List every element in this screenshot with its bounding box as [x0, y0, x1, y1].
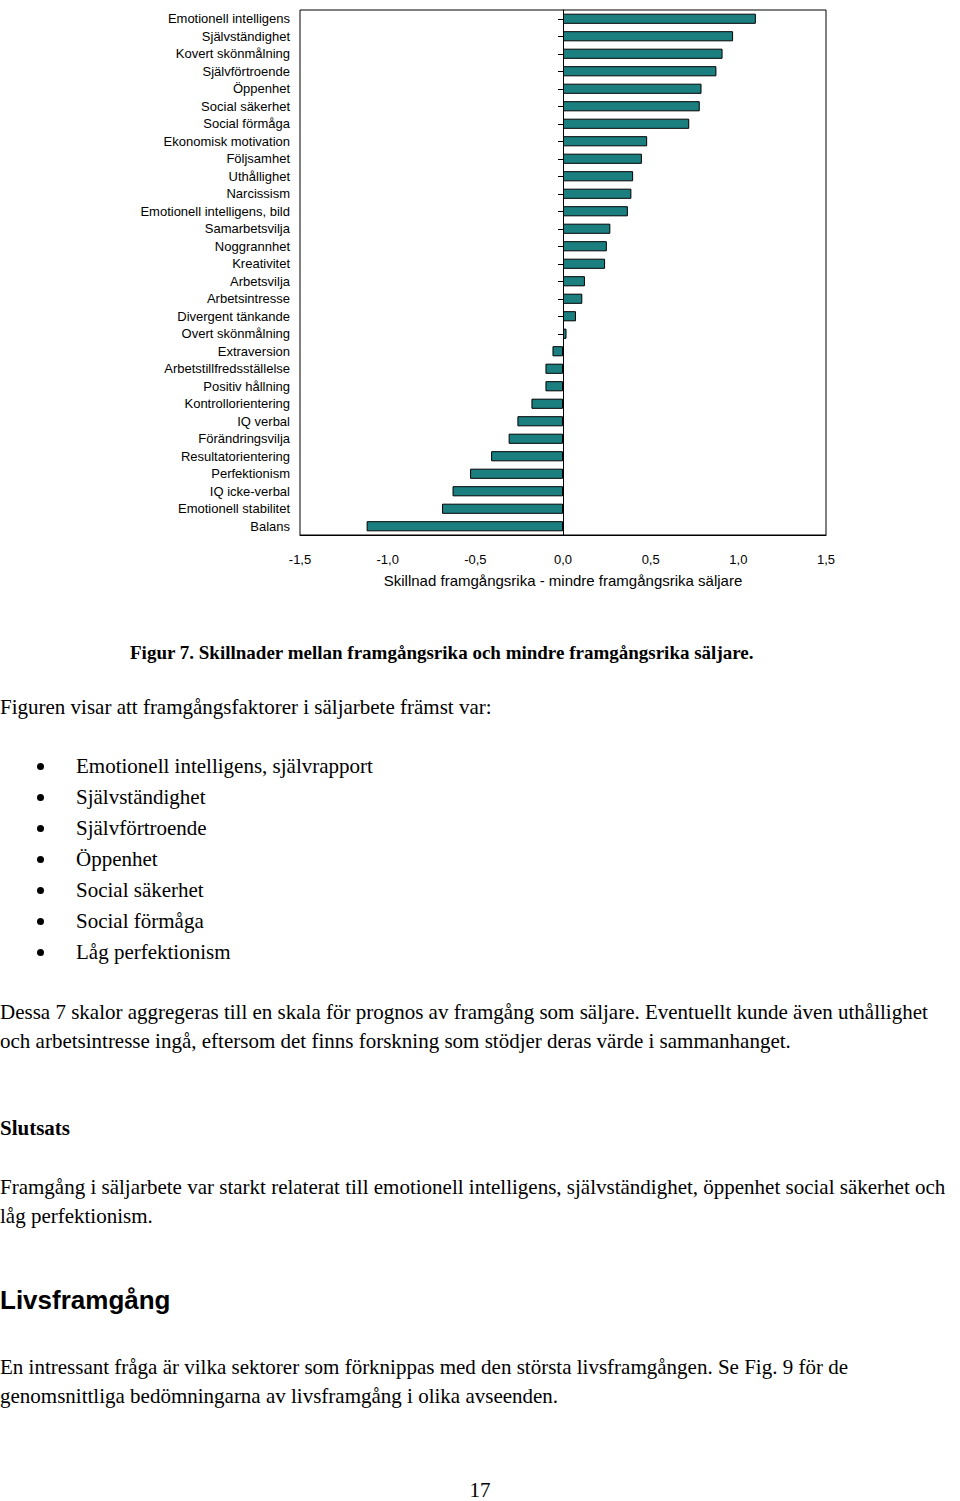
svg-text:Noggrannhet: Noggrannhet: [215, 239, 291, 254]
svg-text:Kontrollorientering: Kontrollorientering: [184, 396, 290, 411]
html-text:Social säkerhet: Social säkerhet: [76, 878, 204, 902]
svg-text:1,0: 1,0: [729, 552, 747, 567]
svg-text:Självständighet: Självständighet: [202, 29, 291, 44]
svg-text:Extraversion: Extraversion: [218, 344, 290, 359]
svg-text:Samarbetsvilja: Samarbetsvilja: [205, 221, 291, 236]
svg-text:Förändringsvilja: Förändringsvilja: [198, 431, 291, 446]
html-text:Dessa 7 skalor aggregeras till: Dessa 7 skalor aggregeras till en skala …: [0, 1000, 928, 1053]
html-text:Livsframgång: Livsframgång: [0, 1285, 171, 1315]
svg-text:Självförtroende: Självförtroende: [203, 64, 290, 79]
html-text:17: 17: [469, 1478, 491, 1501]
html-text:Figuren visar att framgångsfak: Figuren visar att framgångsfaktorer i sä…: [0, 695, 492, 719]
svg-text:Perfektionism: Perfektionism: [211, 466, 290, 481]
svg-text:0,5: 0,5: [642, 552, 660, 567]
svg-text:Arbetsintresse: Arbetsintresse: [207, 291, 290, 306]
html-text:Slutsats: Slutsats: [0, 1116, 70, 1140]
svg-text:Uthållighet: Uthållighet: [229, 169, 291, 184]
svg-text:Skillnad framgångsrika - mindr: Skillnad framgångsrika - mindre framgång…: [384, 572, 742, 589]
html-text:Framgång i säljarbete var star: Framgång i säljarbete var starkt relater…: [0, 1175, 946, 1228]
svg-text:-1,5: -1,5: [289, 552, 311, 567]
html-text:Självständighet: Självständighet: [76, 785, 206, 809]
html-text:Social förmåga: Social förmåga: [76, 909, 204, 933]
svg-text:Emotionell stabilitet: Emotionell stabilitet: [178, 501, 290, 516]
svg-text:Social säkerhet: Social säkerhet: [201, 99, 290, 114]
svg-text:Balans: Balans: [250, 519, 290, 534]
svg-text:-1,0: -1,0: [376, 552, 398, 567]
svg-text:Divergent tänkande: Divergent tänkande: [177, 309, 290, 324]
html-text:En intressant fråga är vilka s: En intressant fråga är vilka sektorer so…: [0, 1355, 848, 1408]
svg-text:Kreativitet: Kreativitet: [232, 256, 290, 271]
html-text:Självförtroende: Självförtroende: [76, 816, 207, 840]
svg-text:1,5: 1,5: [817, 552, 835, 567]
svg-text:Narcissism: Narcissism: [226, 186, 290, 201]
svg-text:Resultatorientering: Resultatorientering: [181, 449, 290, 464]
svg-text:Kovert skönmålning: Kovert skönmålning: [176, 46, 290, 61]
html-text:Figur 7. Skillnader mellan fra: Figur 7. Skillnader mellan framgångsrika…: [130, 642, 754, 663]
svg-text:Ekonomisk motivation: Ekonomisk motivation: [164, 134, 290, 149]
svg-text:Öppenhet: Öppenhet: [233, 81, 290, 96]
svg-text:IQ verbal: IQ verbal: [237, 414, 290, 429]
svg-text:Social förmåga: Social förmåga: [203, 116, 290, 131]
svg-text:-0,5: -0,5: [464, 552, 486, 567]
svg-text:Emotionell intelligens: Emotionell intelligens: [168, 11, 291, 26]
svg-text:0,0: 0,0: [554, 552, 572, 567]
svg-text:Emotionell intelligens, bild: Emotionell intelligens, bild: [140, 204, 290, 219]
html-text:Låg perfektionism: Låg perfektionism: [76, 940, 231, 964]
svg-text:IQ icke-verbal: IQ icke-verbal: [210, 484, 290, 499]
html-text:Emotionell intelligens, självr: Emotionell intelligens, självrapport: [76, 754, 373, 778]
svg-text:Arbetsvilja: Arbetsvilja: [230, 274, 291, 289]
svg-text:Positiv hållning: Positiv hållning: [203, 379, 290, 394]
svg-text:Overt skönmålning: Overt skönmålning: [182, 326, 290, 341]
html-text:Öppenhet: Öppenhet: [76, 847, 158, 871]
svg-text:Följsamhet: Följsamhet: [226, 151, 290, 166]
svg-text:Arbetstillfredsställelse: Arbetstillfredsställelse: [164, 361, 290, 376]
